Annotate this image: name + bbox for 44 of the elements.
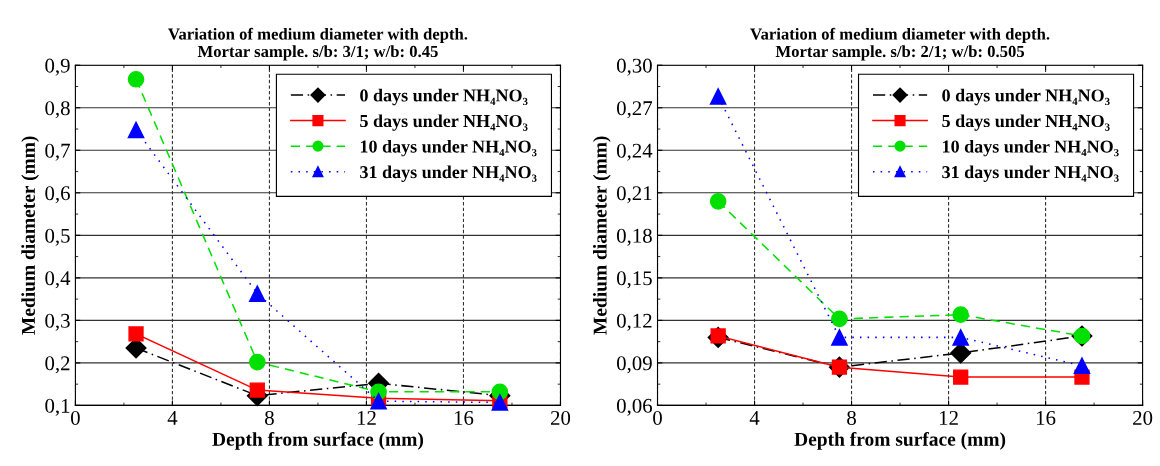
legend-label: 31 days under NH₄NO₃ (360, 165, 537, 182)
y-tick-label: 0,30 (616, 58, 652, 76)
y-tick-label: 0,12 (616, 313, 652, 331)
legend-label: 31 days under NH₄NO₃ (942, 165, 1119, 182)
x-tick-label: 8 (847, 410, 856, 425)
legend-label: 0 days under NH₄NO₃ (360, 88, 528, 106)
y-tick-label: 0,6 (45, 186, 70, 204)
x-tick-label: 20 (1133, 410, 1153, 425)
x-tick-label: 12 (357, 410, 376, 425)
y-axis-title: Medium diameter (mm) (21, 136, 39, 335)
x-axis-title: Depth from surface (mm) (794, 431, 1006, 450)
x-tick-label: 8 (265, 410, 274, 425)
y-tick-label: 0,2 (45, 356, 70, 374)
x-tick-label: 20 (550, 410, 571, 425)
y-tick-label: 0,18 (616, 228, 652, 246)
y-tick-label: 0,5 (45, 228, 70, 246)
legend-label: 5 days under NH₄NO₃ (360, 114, 528, 131)
x-tick-label: 4 (167, 411, 178, 425)
legend-label: 5 days under NH₄NO₃ (942, 114, 1110, 131)
y-tick-label: 0,06 (616, 398, 653, 416)
x-tick-label: 0 (70, 410, 80, 425)
y-tick-label: 0,4 (45, 271, 71, 289)
y-tick-label: 0,7 (45, 143, 70, 161)
y-tick-label: 0,15 (616, 271, 652, 289)
y-axis-title: Medium diameter (mm) (593, 136, 611, 335)
x-tick-label: 0 (653, 410, 662, 425)
y-tick-label: 0,27 (616, 101, 653, 119)
x-tick-label: 16 (1037, 410, 1056, 425)
legend-label: 0 days under NH₄NO₃ (942, 88, 1110, 106)
x-tick-label: 16 (454, 410, 474, 425)
y-tick-label: 0,09 (616, 356, 652, 374)
chart-title: Variation of medium diameter with depth. Mortar sample. s/b: 3/1; w/b: 0.45 (168, 27, 468, 61)
legend-label: 10 days under NH₄NO₃ (943, 139, 1119, 157)
y-tick-label: 0,3 (45, 313, 70, 331)
y-tick-label: 0,21 (616, 186, 652, 204)
chart-title: Variation of medium diameter with depth. Mortar sample. s/b: 2/1; w/b: 0.505 (750, 27, 1050, 61)
y-tick-label: 0,1 (45, 398, 70, 416)
x-tick-label: 12 (939, 410, 958, 425)
legend-label: 10 days under NH₄NO₃ (360, 139, 537, 157)
y-tick-label: 0,8 (45, 101, 70, 119)
x-axis-title: Depth from surface (mm) (212, 431, 424, 450)
x-tick-label: 4 (749, 411, 760, 425)
y-tick-label: 0,24 (616, 143, 653, 161)
y-tick-label: 0,9 (45, 58, 70, 76)
